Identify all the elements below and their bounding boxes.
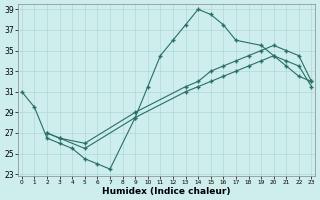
X-axis label: Humidex (Indice chaleur): Humidex (Indice chaleur) <box>102 187 231 196</box>
